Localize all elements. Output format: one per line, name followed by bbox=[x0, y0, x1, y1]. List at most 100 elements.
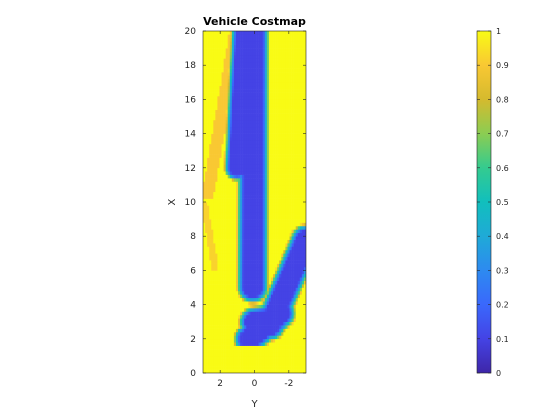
heatmap-cell bbox=[209, 349, 212, 353]
heatmap-cell bbox=[240, 215, 243, 220]
heatmap-cell bbox=[209, 34, 212, 39]
heatmap-cell bbox=[283, 68, 286, 73]
heatmap-cell bbox=[266, 297, 270, 302]
heatmap-cell bbox=[207, 215, 210, 220]
heatmap-cell bbox=[281, 113, 284, 117]
heatmap-cell bbox=[266, 331, 270, 336]
heatmap-cell bbox=[258, 256, 261, 261]
heatmap-cell bbox=[221, 44, 224, 49]
heatmap-cell bbox=[295, 102, 299, 107]
heatmap-cell bbox=[264, 308, 268, 312]
heatmap-cell bbox=[205, 229, 208, 234]
heatmap-cell bbox=[240, 243, 243, 247]
heatmap-cell bbox=[268, 48, 272, 52]
heatmap-cell bbox=[256, 342, 259, 346]
heatmap-cell bbox=[289, 212, 292, 216]
heatmap-cell bbox=[227, 78, 231, 83]
heatmap-cell bbox=[299, 82, 303, 87]
heatmap-cell bbox=[287, 41, 290, 45]
heatmap-cell bbox=[242, 113, 245, 117]
heatmap-cell bbox=[273, 184, 276, 189]
heatmap-cell bbox=[301, 137, 305, 141]
heatmap-cell bbox=[242, 54, 245, 59]
heatmap-cell bbox=[268, 75, 272, 80]
heatmap-cell bbox=[285, 338, 288, 343]
heatmap-cell bbox=[287, 140, 290, 145]
heatmap-cell bbox=[207, 328, 210, 333]
heatmap-cell bbox=[238, 164, 241, 169]
heatmap-cell bbox=[225, 48, 229, 52]
heatmap-cell bbox=[213, 34, 216, 39]
heatmap-cell bbox=[207, 102, 210, 107]
heatmap-cell bbox=[264, 95, 268, 100]
heatmap-cell bbox=[244, 362, 247, 367]
heatmap-cell bbox=[203, 208, 206, 213]
heatmap-cell bbox=[277, 331, 280, 336]
heatmap-cell bbox=[258, 287, 261, 292]
heatmap-cell bbox=[279, 202, 282, 206]
heatmap-cell bbox=[301, 219, 305, 223]
heatmap-cell bbox=[246, 82, 249, 87]
heatmap-cell bbox=[281, 246, 284, 251]
heatmap-cell bbox=[295, 99, 299, 104]
heatmap-cell bbox=[205, 95, 208, 100]
heatmap-cell bbox=[279, 174, 282, 179]
heatmap-cell bbox=[293, 366, 296, 370]
heatmap-cell bbox=[293, 68, 296, 73]
heatmap-cell bbox=[291, 236, 294, 240]
heatmap-cell bbox=[229, 249, 233, 254]
heatmap-cell bbox=[223, 143, 226, 148]
heatmap-cell bbox=[217, 54, 220, 59]
heatmap-cell bbox=[264, 263, 268, 268]
heatmap-cell bbox=[301, 294, 305, 299]
heatmap-cell bbox=[256, 167, 259, 172]
heatmap-cell bbox=[281, 119, 284, 124]
heatmap-cell bbox=[293, 284, 296, 288]
heatmap-cell bbox=[242, 89, 245, 93]
heatmap-cell bbox=[225, 113, 229, 117]
heatmap-cell bbox=[250, 311, 253, 316]
heatmap-cell bbox=[285, 41, 288, 45]
heatmap-cell bbox=[260, 137, 264, 141]
heatmap-cell bbox=[262, 352, 266, 357]
heatmap-cell bbox=[248, 154, 251, 158]
heatmap-cell bbox=[250, 328, 253, 333]
heatmap-cell bbox=[203, 113, 206, 117]
heatmap-cell bbox=[225, 195, 229, 199]
heatmap-cell bbox=[233, 328, 237, 333]
heatmap-cell bbox=[262, 335, 266, 340]
heatmap-cell bbox=[229, 174, 233, 179]
heatmap-cell bbox=[266, 61, 270, 66]
heatmap-cell bbox=[297, 109, 301, 114]
heatmap-cell bbox=[262, 349, 266, 353]
heatmap-cell bbox=[244, 58, 247, 63]
heatmap-cell bbox=[297, 308, 301, 312]
heatmap-cell bbox=[258, 352, 261, 357]
heatmap-cell bbox=[262, 243, 266, 247]
heatmap-cell bbox=[291, 85, 294, 90]
heatmap-cell bbox=[283, 181, 286, 186]
heatmap-cell bbox=[258, 301, 261, 305]
heatmap-cell bbox=[293, 335, 296, 340]
heatmap-cell bbox=[283, 34, 286, 39]
heatmap-cell bbox=[240, 171, 243, 175]
heatmap-cell bbox=[223, 359, 226, 364]
heatmap-cell bbox=[293, 225, 296, 230]
heatmap-cell bbox=[203, 321, 206, 326]
heatmap-cell bbox=[248, 54, 251, 59]
heatmap-cell bbox=[289, 130, 292, 134]
heatmap-cell bbox=[209, 304, 212, 309]
heatmap-cell bbox=[281, 338, 284, 343]
heatmap-cell bbox=[285, 366, 288, 370]
heatmap-cell bbox=[266, 215, 270, 220]
heatmap-cell bbox=[270, 154, 274, 158]
heatmap-cell bbox=[235, 82, 239, 87]
heatmap-cell bbox=[215, 287, 218, 292]
heatmap-cell bbox=[248, 342, 251, 346]
heatmap-cell bbox=[283, 212, 286, 216]
heatmap-cell bbox=[295, 95, 299, 100]
heatmap-cell bbox=[229, 34, 233, 39]
heatmap-cell bbox=[268, 205, 272, 210]
heatmap-cell bbox=[275, 249, 278, 254]
heatmap-cell bbox=[217, 229, 220, 234]
